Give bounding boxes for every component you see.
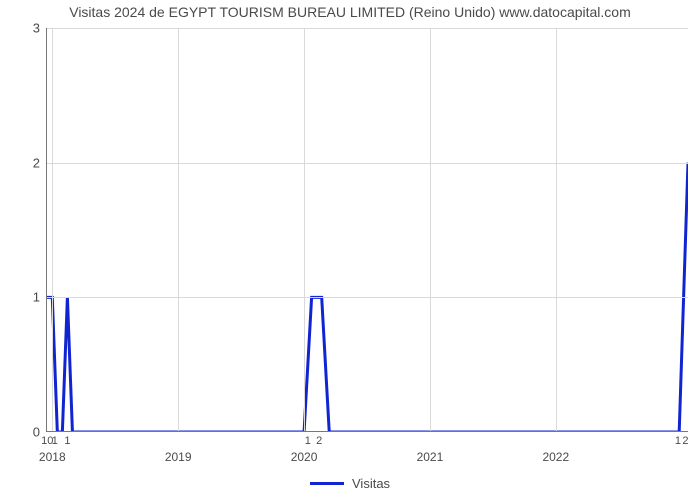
ytick-label: 1 [22,290,40,305]
gridline-h [46,28,688,29]
gridline-h [46,163,688,164]
plot-area [46,28,688,432]
xtick-minor-label: 2 [316,435,322,447]
legend-swatch [310,482,344,485]
chart-container: Visitas 2024 de EGYPT TOURISM BUREAU LIM… [0,0,700,500]
gridline-v [430,28,431,432]
xtick-major-label: 2020 [291,450,318,464]
legend: Visitas [310,476,390,491]
gridline-h [46,297,688,298]
xtick-minor-label: 1 [64,435,70,447]
xtick-minor-label: 1 [675,435,681,447]
x-axis-line [46,431,688,432]
legend-label: Visitas [352,476,390,491]
gridline-v [52,28,53,432]
xtick-major-label: 2018 [39,450,66,464]
xtick-major-label: 2022 [542,450,569,464]
gridline-v [304,28,305,432]
xtick-minor-label: 1 [305,435,311,447]
ytick-label: 3 [22,21,40,36]
visitas-line-series [46,28,688,432]
xtick-minor-label: 2 [682,435,688,447]
gridline-v [556,28,557,432]
ytick-label: 0 [22,425,40,440]
ytick-label: 2 [22,155,40,170]
xtick-minor-label: 1 [52,435,58,447]
y-axis-line [46,28,47,432]
gridline-v [178,28,179,432]
chart-title: Visitas 2024 de EGYPT TOURISM BUREAU LIM… [0,4,700,20]
xtick-major-label: 2021 [417,450,444,464]
xtick-major-label: 2019 [165,450,192,464]
